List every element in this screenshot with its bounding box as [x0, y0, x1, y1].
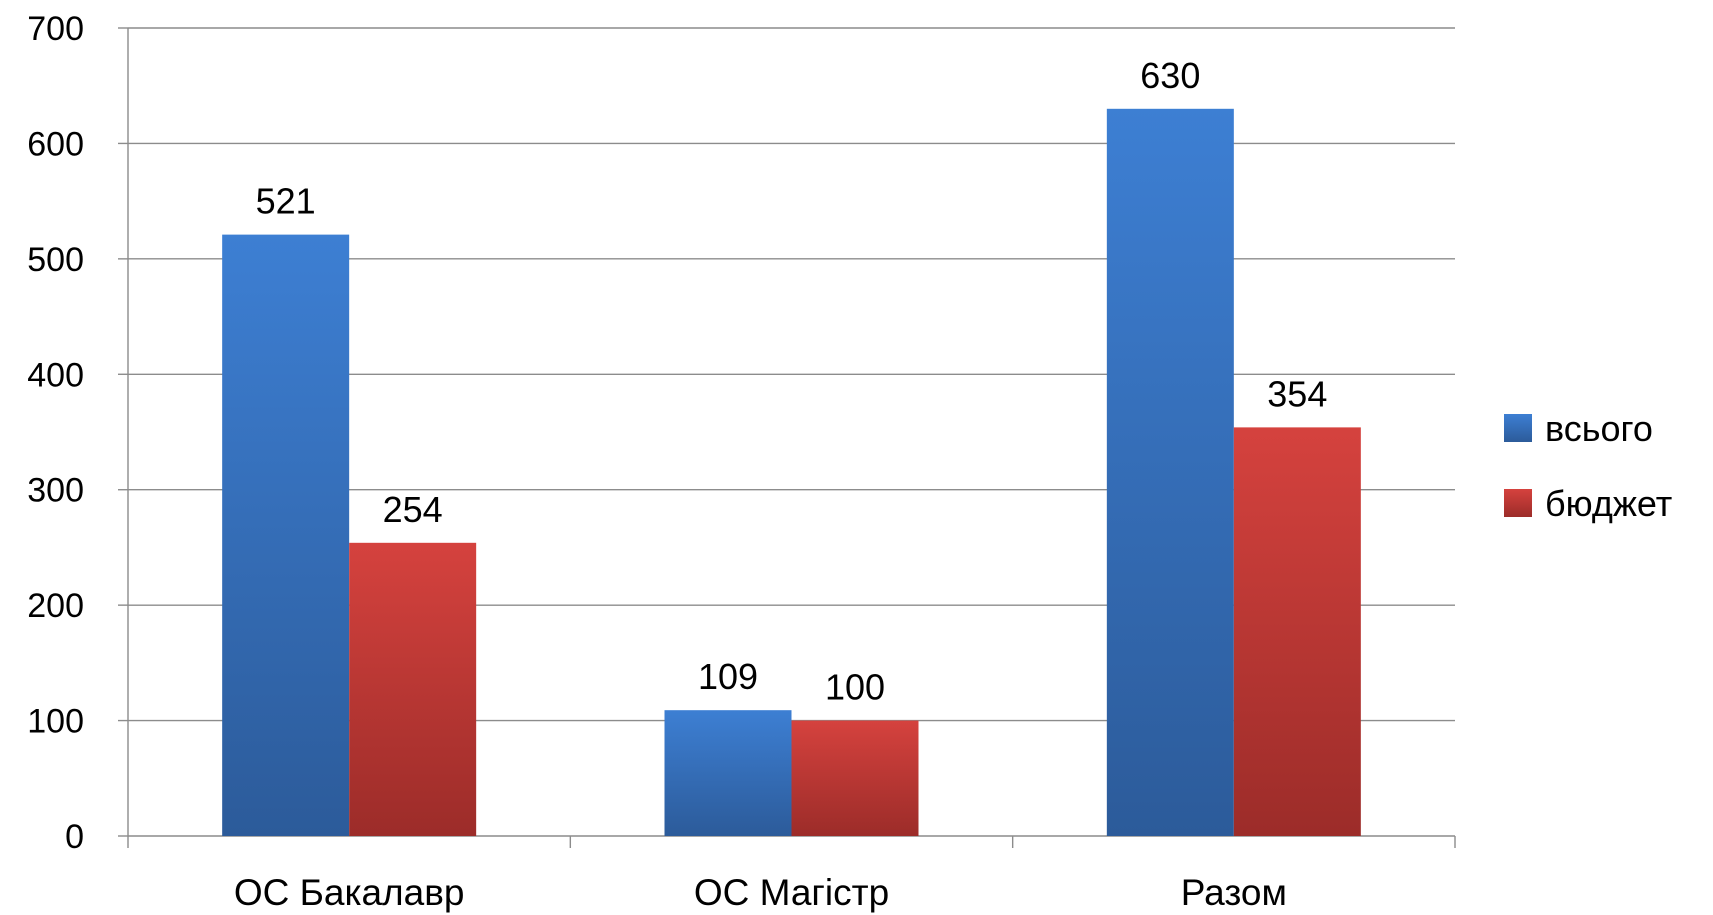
y-tick-label: 200	[27, 587, 84, 625]
legend-label: всього	[1545, 408, 1653, 449]
y-tick-label: 400	[27, 356, 84, 394]
legend-swatch	[1504, 489, 1532, 517]
data-label: 254	[383, 489, 443, 530]
bars	[222, 108, 1361, 837]
bar	[1106, 108, 1234, 837]
bar	[1233, 427, 1361, 836]
y-tick-label: 500	[27, 241, 84, 279]
legend-swatch	[1504, 414, 1532, 442]
bar	[791, 720, 919, 836]
data-label: 521	[256, 181, 316, 222]
data-label: 630	[1140, 55, 1200, 96]
data-label: 354	[1267, 373, 1327, 414]
y-tick-label: 600	[27, 125, 84, 163]
y-tick-label: 100	[27, 703, 84, 741]
data-label: 109	[698, 656, 758, 697]
data-label: 100	[825, 667, 885, 708]
legend-label: бюджет	[1545, 483, 1672, 524]
x-category-label: Разом	[1181, 872, 1287, 913]
data-labels: 521 109 630 254 100 354	[256, 55, 1328, 708]
bar	[664, 710, 792, 836]
y-tick-label: 300	[27, 472, 84, 510]
bar	[222, 234, 350, 837]
y-tick-label: 700	[27, 10, 84, 48]
x-category-label: ОС Магістр	[694, 872, 889, 913]
legend: всього бюджет	[1504, 408, 1672, 524]
y-tick-label: 0	[65, 818, 84, 856]
x-category-label: ОС Бакалавр	[234, 872, 465, 913]
bar	[349, 542, 477, 836]
